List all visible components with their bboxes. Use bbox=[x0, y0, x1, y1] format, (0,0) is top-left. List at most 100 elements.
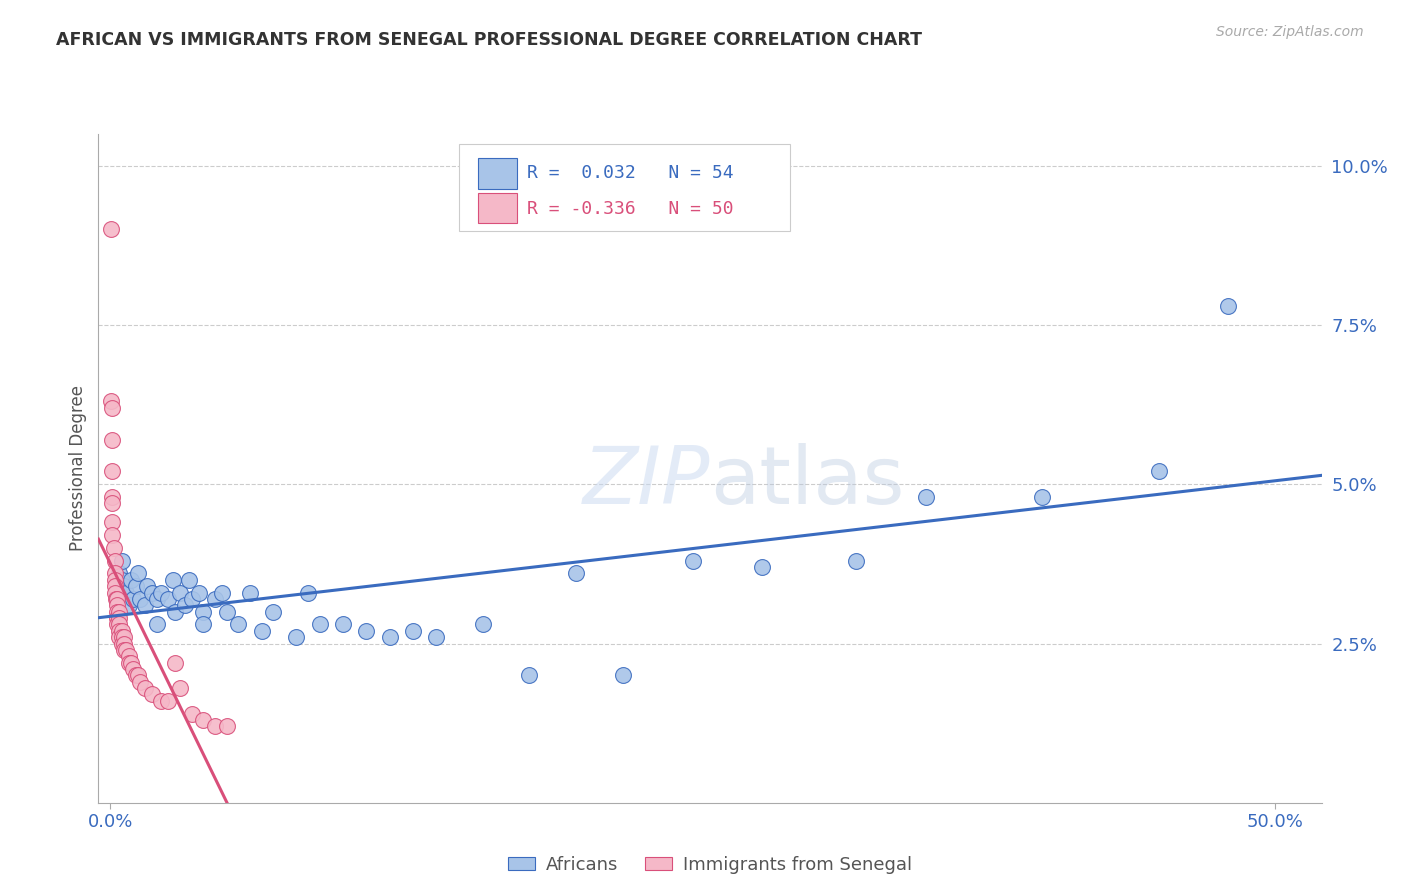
Point bbox=[425, 630, 447, 644]
Point bbox=[111, 630, 134, 644]
Point bbox=[105, 617, 128, 632]
Text: R = -0.336   N = 50: R = -0.336 N = 50 bbox=[526, 200, 733, 218]
Point bbox=[118, 656, 141, 670]
Point bbox=[204, 591, 226, 606]
Point bbox=[111, 624, 134, 638]
Point bbox=[105, 585, 128, 599]
Point bbox=[308, 617, 330, 632]
Point bbox=[108, 624, 131, 638]
Point bbox=[165, 605, 187, 619]
Point bbox=[378, 630, 401, 644]
Point bbox=[112, 630, 135, 644]
Point bbox=[193, 617, 215, 632]
Point bbox=[122, 591, 145, 606]
Point bbox=[157, 591, 180, 606]
Point bbox=[332, 617, 354, 632]
Text: R =  0.032   N = 54: R = 0.032 N = 54 bbox=[526, 163, 733, 182]
Point bbox=[105, 591, 128, 606]
Point bbox=[169, 585, 191, 599]
Point bbox=[129, 591, 152, 606]
Point bbox=[179, 573, 201, 587]
FancyBboxPatch shape bbox=[460, 144, 790, 231]
Point bbox=[169, 681, 191, 695]
Point bbox=[111, 573, 134, 587]
Point bbox=[129, 674, 152, 689]
Point bbox=[136, 579, 159, 593]
Text: Source: ZipAtlas.com: Source: ZipAtlas.com bbox=[1216, 25, 1364, 39]
Point bbox=[134, 599, 156, 613]
Point bbox=[356, 624, 378, 638]
Point bbox=[105, 599, 128, 613]
Text: AFRICAN VS IMMIGRANTS FROM SENEGAL PROFESSIONAL DEGREE CORRELATION CHART: AFRICAN VS IMMIGRANTS FROM SENEGAL PROFE… bbox=[56, 31, 922, 49]
Point bbox=[120, 656, 142, 670]
Point bbox=[108, 617, 131, 632]
Point bbox=[100, 222, 122, 236]
Point bbox=[125, 579, 148, 593]
Point bbox=[1031, 490, 1053, 504]
Point bbox=[101, 401, 124, 415]
Point bbox=[162, 573, 184, 587]
Point bbox=[104, 573, 127, 587]
Y-axis label: Professional Degree: Professional Degree bbox=[69, 385, 87, 551]
Point bbox=[402, 624, 425, 638]
Point bbox=[104, 566, 127, 581]
Point bbox=[108, 630, 131, 644]
Point bbox=[115, 643, 138, 657]
Point bbox=[101, 490, 124, 504]
Point bbox=[1218, 299, 1240, 313]
Text: ZIP: ZIP bbox=[582, 442, 710, 521]
Point bbox=[239, 585, 262, 599]
Point bbox=[211, 585, 233, 599]
Point bbox=[285, 630, 308, 644]
Point bbox=[122, 662, 145, 676]
Point bbox=[150, 694, 173, 708]
Point bbox=[165, 656, 187, 670]
Point bbox=[104, 591, 127, 606]
Point bbox=[173, 599, 195, 613]
Point bbox=[612, 668, 634, 682]
Point bbox=[112, 636, 135, 650]
Point bbox=[519, 668, 541, 682]
Point bbox=[150, 585, 173, 599]
Point bbox=[471, 617, 494, 632]
Point bbox=[108, 611, 131, 625]
Point bbox=[111, 554, 134, 568]
Point bbox=[134, 681, 156, 695]
Point bbox=[565, 566, 588, 581]
Point bbox=[115, 585, 138, 599]
Point bbox=[145, 591, 167, 606]
Point bbox=[157, 694, 180, 708]
Point bbox=[111, 636, 134, 650]
FancyBboxPatch shape bbox=[478, 193, 517, 224]
Point bbox=[180, 591, 202, 606]
Point bbox=[250, 624, 273, 638]
Point bbox=[914, 490, 936, 504]
Point bbox=[104, 554, 127, 568]
Point bbox=[1147, 465, 1170, 479]
Point bbox=[145, 617, 167, 632]
FancyBboxPatch shape bbox=[478, 158, 517, 189]
Point bbox=[112, 579, 135, 593]
Point bbox=[262, 605, 284, 619]
Point bbox=[682, 554, 704, 568]
Legend: Africans, Immigrants from Senegal: Africans, Immigrants from Senegal bbox=[501, 848, 920, 880]
Point bbox=[101, 528, 124, 542]
Point bbox=[751, 560, 773, 574]
Point bbox=[101, 516, 124, 530]
Point bbox=[215, 719, 238, 733]
Point bbox=[180, 706, 202, 721]
Point bbox=[193, 605, 215, 619]
Point bbox=[125, 668, 148, 682]
Point bbox=[297, 585, 319, 599]
Point bbox=[101, 433, 124, 447]
Point bbox=[118, 599, 141, 613]
Point bbox=[118, 649, 141, 664]
Point bbox=[108, 605, 131, 619]
Text: atlas: atlas bbox=[710, 442, 904, 521]
Point bbox=[120, 573, 142, 587]
Point bbox=[204, 719, 226, 733]
Point bbox=[187, 585, 209, 599]
Point bbox=[226, 617, 249, 632]
Point bbox=[101, 496, 124, 510]
Point bbox=[105, 605, 128, 619]
